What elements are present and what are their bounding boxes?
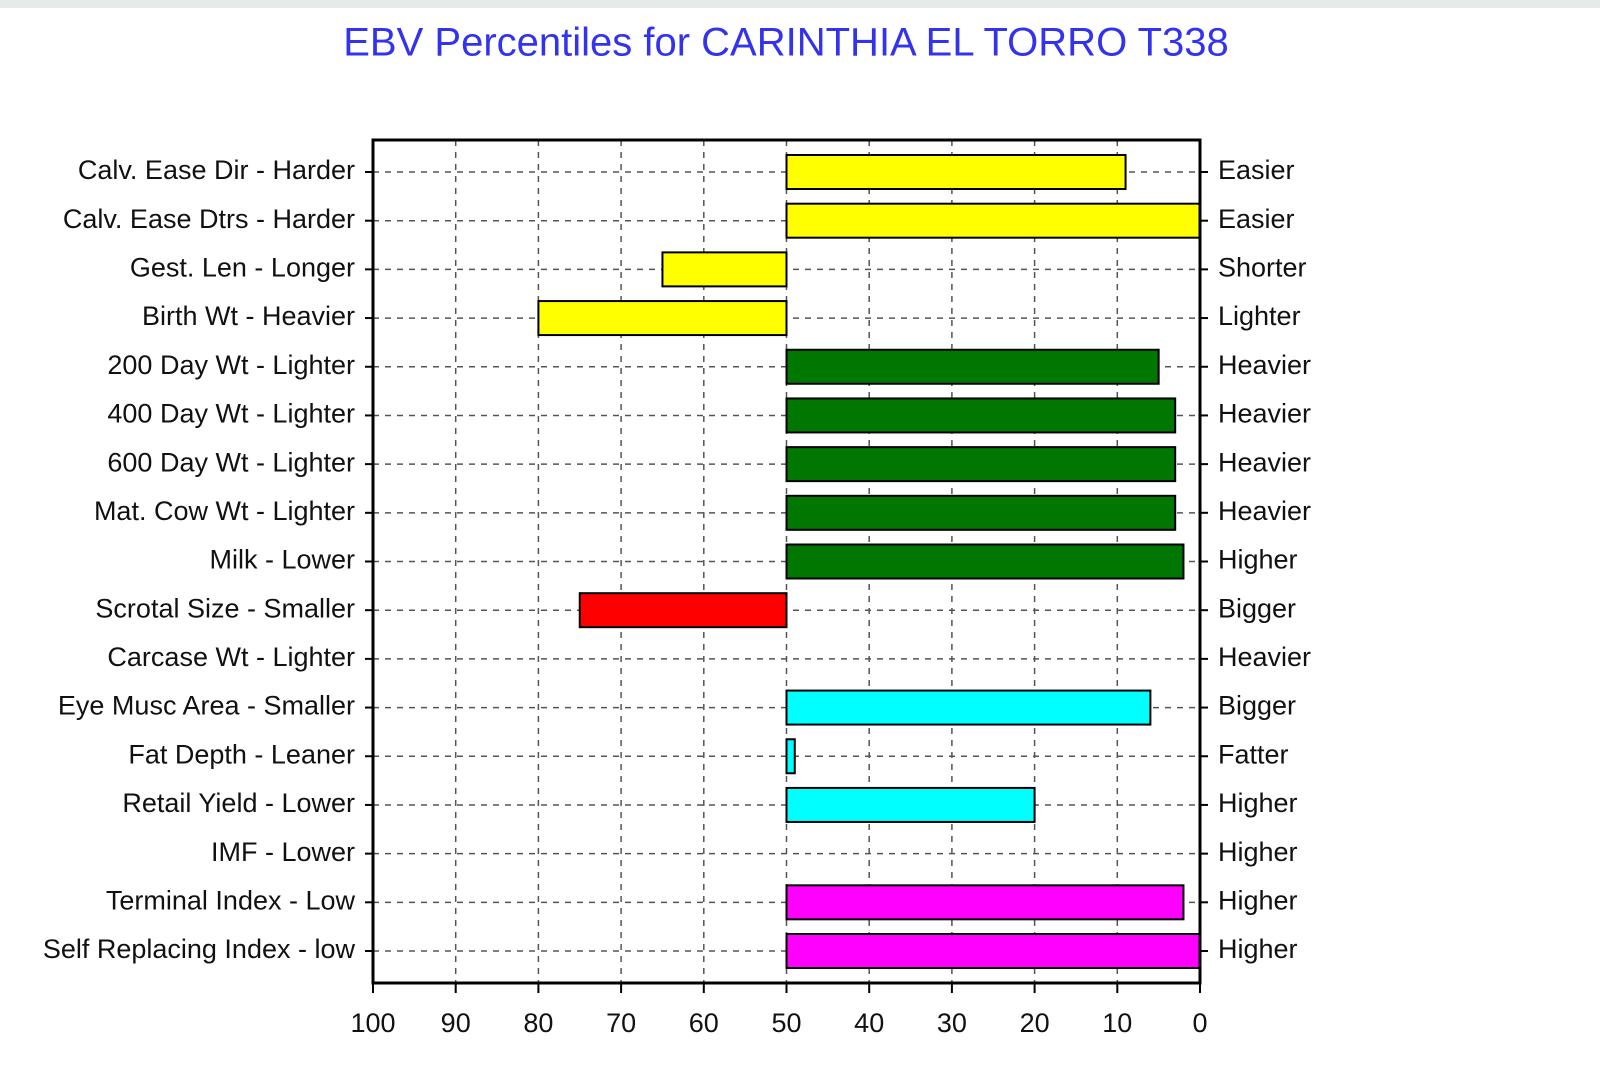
y-tick-label: Fat Depth - Leaner [128, 739, 355, 769]
bar [785, 933, 1201, 969]
right-label: Easier [1218, 204, 1295, 234]
right-label: Bigger [1218, 691, 1296, 721]
y-tick-label: Milk - Lower [209, 545, 355, 575]
x-tick-label: 40 [854, 1008, 884, 1038]
y-tick-label: Calv. Ease Dir - Harder [78, 155, 355, 185]
x-tick-label: 20 [1020, 1008, 1050, 1038]
chart-title: EBV Percentiles for CARINTHIA EL TORRO T… [343, 21, 1229, 65]
bar [785, 494, 1177, 531]
right-label: Bigger [1218, 593, 1296, 623]
x-tick-label: 0 [1192, 1008, 1207, 1038]
y-tick-label: 200 Day Wt - Lighter [107, 350, 355, 380]
x-tick-label: 90 [441, 1008, 471, 1038]
y-tick-label: Carcase Wt - Lighter [107, 642, 355, 672]
y-tick-label: Terminal Index - Low [106, 885, 356, 915]
y-tick-label: Retail Yield - Lower [122, 788, 355, 818]
bar [785, 202, 1201, 239]
right-label: Easier [1218, 155, 1295, 185]
plot-frame [371, 138, 1202, 985]
right-label: Higher [1218, 885, 1298, 915]
x-tick-label: 70 [606, 1008, 636, 1038]
x-tick-label: 50 [771, 1008, 801, 1038]
right-label: Heavier [1218, 399, 1311, 429]
right-label: Higher [1218, 545, 1298, 575]
right-label: Higher [1218, 788, 1298, 818]
y-tick-label: 400 Day Wt - Lighter [107, 399, 355, 429]
bar [785, 543, 1185, 580]
x-tick-label: 10 [1102, 1008, 1132, 1038]
y-tick-label: Birth Wt - Heavier [142, 301, 355, 331]
x-tick-label: 60 [689, 1008, 719, 1038]
y-tick-label: Gest. Len - Longer [130, 253, 355, 283]
bar [578, 592, 788, 629]
right-label: Heavier [1218, 447, 1311, 477]
y-tick-label: Calv. Ease Dtrs - Harder [63, 204, 355, 234]
y-tick-label: 600 Day Wt - Lighter [107, 447, 355, 477]
x-tick-label: 80 [523, 1008, 553, 1038]
right-label: Fatter [1218, 739, 1289, 769]
bar [785, 884, 1185, 921]
bar [785, 348, 1160, 385]
y-tick-label: Self Replacing Index - low [43, 934, 356, 964]
right-label: Heavier [1218, 350, 1311, 380]
bar [785, 446, 1177, 483]
right-label: Heavier [1218, 496, 1311, 526]
bar [537, 300, 788, 337]
bar [785, 689, 1152, 726]
right-label: Lighter [1218, 301, 1301, 331]
bar [785, 397, 1177, 434]
y-tick-label: Eye Musc Area - Smaller [58, 691, 355, 721]
right-label: Higher [1218, 837, 1298, 867]
right-label: Higher [1218, 934, 1298, 964]
right-label: Heavier [1218, 642, 1311, 672]
top-band [0, 0, 1600, 8]
bar [785, 786, 1036, 823]
x-tick-label: 100 [350, 1008, 395, 1038]
bar [785, 738, 796, 775]
x-tick-label: 30 [937, 1008, 967, 1038]
y-tick-label: Scrotal Size - Smaller [95, 593, 355, 623]
y-tick-label: IMF - Lower [211, 837, 355, 867]
bar [661, 251, 788, 288]
bar [785, 154, 1127, 190]
right-label: Shorter [1218, 253, 1307, 283]
y-tick-label: Mat. Cow Wt - Lighter [94, 496, 355, 526]
